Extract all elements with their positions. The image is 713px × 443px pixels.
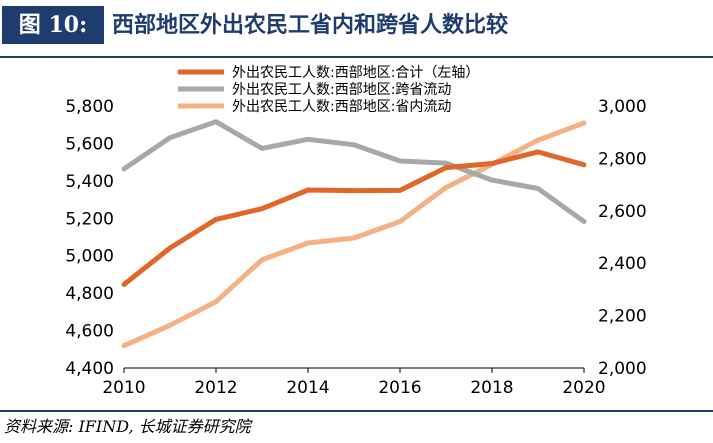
figure-label: 图 10:	[2, 6, 104, 44]
x-tick-label: 2010	[102, 378, 145, 398]
left-y-tick-label: 4,800	[65, 284, 114, 304]
x-tick-label: 2018	[470, 378, 513, 398]
legend-label: 外出农民工人数:西部地区:合计（左轴）	[232, 65, 479, 81]
right-y-tick-label: 2,400	[598, 254, 647, 274]
x-tick-label: 2014	[286, 378, 329, 398]
x-tick-label: 2016	[378, 378, 421, 398]
x-tick-label: 2012	[194, 378, 237, 398]
left-y-tick-label: 5,800	[65, 97, 114, 117]
x-tick-label: 2020	[562, 378, 605, 398]
legend-label: 外出农民工人数:西部地区:跨省流动	[232, 82, 451, 98]
right-y-tick-label: 2,600	[598, 202, 647, 222]
series-line	[121, 119, 587, 224]
left-y-tick-label: 5,400	[65, 172, 114, 192]
right-y-tick-label: 2,800	[598, 149, 647, 169]
left-y-tick-label: 4,400	[65, 359, 114, 379]
chart: 4,400 4,600 4,800 5,000 5,200 5,400 5,600 5,800…	[65, 65, 647, 398]
left-y-tick-label: 5,000	[65, 247, 114, 267]
top-rule	[0, 56, 713, 58]
series-line	[121, 120, 587, 349]
left-y-tick-label: 5,600	[65, 134, 114, 154]
figure-title: 西部地区外出农民工省内和跨省人数比较	[112, 12, 509, 38]
series-line	[121, 149, 587, 287]
right-y-tick-label: 2,200	[598, 307, 647, 327]
header: 图 10: 西部地区外出农民工省内和跨省人数比较	[0, 0, 713, 52]
left-y-tick-label: 5,200	[65, 209, 114, 229]
right-y-tick-label: 3,000	[598, 97, 647, 117]
left-y-tick-label: 4,600	[65, 322, 114, 342]
legend-label: 外出农民工人数:西部地区:省内流动	[232, 99, 451, 115]
source-note: 资料来源: IFIND, 长城证券研究院	[4, 417, 251, 436]
right-y-tick-label: 2,000	[598, 359, 647, 379]
bottom-rule	[0, 410, 713, 412]
